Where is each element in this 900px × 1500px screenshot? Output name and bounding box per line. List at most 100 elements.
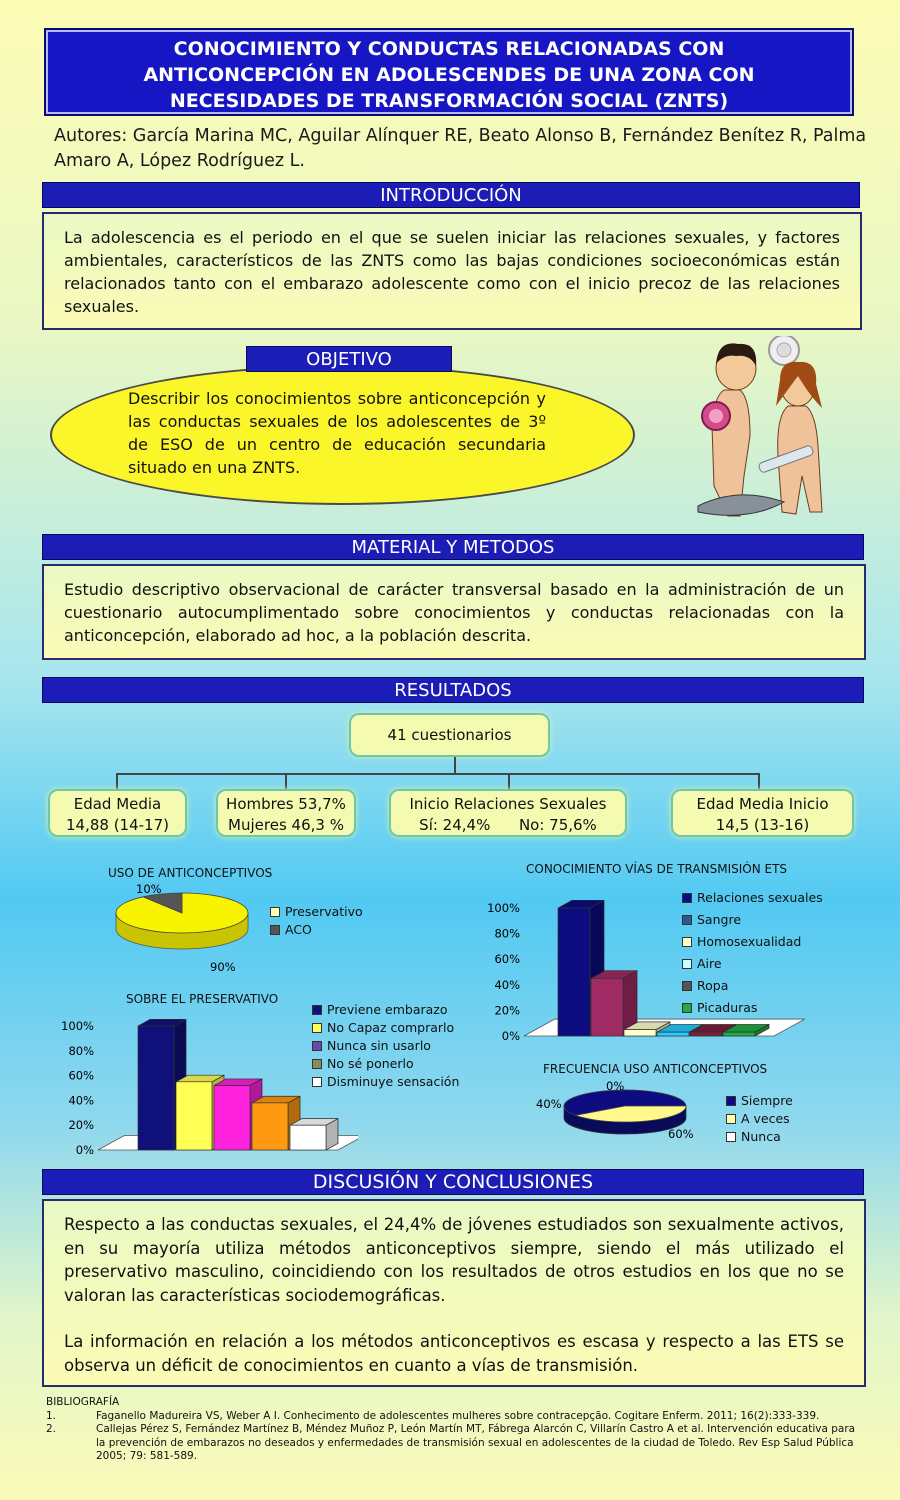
chart-frecuencia-title: FRECUENCIA USO ANTICONCEPTIVOS: [543, 1062, 768, 1076]
legend-relaciones: Relaciones sexuales: [682, 887, 823, 909]
methods-text: Estudio descriptivo observacional de car…: [42, 564, 866, 660]
questionnaires-box: 41 cuestionarios: [349, 713, 550, 757]
result-box-4-line-2: 14,5 (13-16): [715, 816, 810, 834]
connector-vertical: [454, 757, 456, 774]
result-box-sexo: Hombres 53,7% Mujeres 46,3 %: [216, 789, 356, 837]
y-tick-label: 0%: [76, 1143, 94, 1157]
y-tick-label: 80%: [494, 927, 520, 941]
legend-swatch: [270, 907, 280, 917]
title-line-2: ANTICONCEPCIÓN EN ADOLESCENDES DE UNA ZO…: [143, 64, 755, 86]
pie-slice-siempre: [563, 1089, 687, 1116]
legend-swatch: [682, 959, 692, 969]
bar-previene-embarazo: [137, 1018, 187, 1151]
legend-sangre: Sangre: [682, 909, 823, 931]
legend-label: Sangre: [697, 912, 742, 927]
y-tick-label: 60%: [494, 952, 520, 966]
couple-illustration: [697, 336, 823, 517]
pie-freq-label-aveces: 40%: [536, 1097, 562, 1111]
legend-siempre: Siempre: [726, 1092, 793, 1110]
intro-heading: INTRODUCCIÓN: [42, 182, 860, 208]
legend-label: Aire: [697, 956, 722, 971]
y-tick-label: 80%: [68, 1044, 94, 1058]
legend-swatch: [312, 1041, 322, 1051]
legend-swatch: [682, 981, 692, 991]
pie-uso-label-aco: 10%: [136, 882, 162, 896]
legend-preservativo: Preservativo: [270, 903, 363, 921]
legend-aco: ACO: [270, 921, 363, 939]
legend-nunca-sin: Nunca sin usarlo: [312, 1037, 459, 1055]
methods-heading: MATERIAL Y METODOS: [42, 534, 864, 560]
bar-picaduras: [722, 1023, 770, 1037]
questionnaires-label: 41 cuestionarios: [387, 726, 512, 744]
connector-horizontal: [116, 773, 758, 775]
legend-swatch: [682, 893, 692, 903]
pie-frecuencia-slices: [563, 1089, 687, 1123]
title-line-3: NECESIDADES DE TRANSFORMACIÓN SOCIAL (ZN…: [169, 90, 729, 112]
result-box-3-line-2: Sí: 24,4% No: 75,6%: [419, 816, 597, 834]
discussion-heading: DISCUSIÓN Y CONCLUSIONES: [42, 1169, 864, 1195]
pie-freq-label-siempre: 60%: [668, 1127, 694, 1141]
discussion-paragraph-1: Respecto a las conductas sexuales, el 24…: [64, 1215, 844, 1305]
intro-text: La adolescencia es el periodo en el que …: [42, 212, 862, 330]
legend-label: Picaduras: [697, 1000, 758, 1015]
y-tick-label: 100%: [487, 901, 520, 915]
legend-nunca: Nunca: [726, 1128, 793, 1146]
legend-label: No Capaz comprarlo: [327, 1020, 455, 1035]
legend-label: Nunca: [741, 1129, 781, 1144]
chart-frecuencia-pie: 0% 40% 60%: [536, 1079, 694, 1141]
legend-label: ACO: [285, 922, 312, 937]
y-tick-label: 20%: [68, 1118, 94, 1132]
legend-homosexualidad: Homosexualidad: [682, 931, 823, 953]
connector-1: [116, 773, 118, 789]
connector-2: [285, 773, 287, 789]
bibliography: BIBLIOGRAFÍA 1. Faganello Madureira VS, …: [46, 1396, 866, 1464]
chart-ets-title: CONOCIMIENTO VÍAS DE TRANSMISIÓN ETS: [526, 862, 788, 876]
bibliography-text: Callejas Pérez S, Fernández Martínez B, …: [96, 1423, 856, 1462]
legend-swatch: [682, 937, 692, 947]
legend-no-se: No sé ponerlo: [312, 1055, 459, 1073]
pie-slice-aco: [141, 892, 183, 914]
legend-disminuye: Disminuye sensación: [312, 1073, 459, 1091]
y-tick-label: 20%: [494, 1003, 520, 1017]
legend-no-capaz: No Capaz comprarlo: [312, 1019, 459, 1037]
bibliography-heading: BIBLIOGRAFÍA: [46, 1396, 120, 1408]
result-box-1-line-1: Edad Media: [73, 795, 162, 813]
bar-disminuye-sensaci-n: [289, 1118, 339, 1151]
bibliography-number: 1.: [46, 1409, 57, 1422]
chart-preservativo-bars: 100% 80% 60% 40% 20% 0%: [61, 1018, 358, 1157]
legend-label: Previene embarazo: [327, 1002, 448, 1017]
connector-4: [758, 773, 760, 789]
legend-picaduras: Picaduras: [682, 997, 823, 1019]
chart-frecuencia-legend: Siempre A veces Nunca: [726, 1092, 793, 1146]
y-tick-label: 40%: [68, 1093, 94, 1107]
bibliography-number: 2.: [46, 1423, 57, 1435]
pie-uso-label-preservativo: 90%: [210, 960, 236, 974]
legend-label: A veces: [741, 1111, 790, 1126]
legend-swatch: [682, 1003, 692, 1013]
y-tick-label: 60%: [68, 1069, 94, 1083]
y-tick-label: 40%: [494, 978, 520, 992]
legend-swatch: [312, 1005, 322, 1015]
legend-swatch: [726, 1114, 736, 1124]
legend-swatch: [312, 1059, 322, 1069]
chart-preservativo-legend: Previene embarazo No Capaz comprarlo Nun…: [312, 1001, 459, 1091]
chart-ets-legend: Relaciones sexuales Sangre Homosexualida…: [682, 887, 823, 1019]
legend-label: Nunca sin usarlo: [327, 1038, 431, 1053]
legend-previene: Previene embarazo: [312, 1001, 459, 1019]
chart-uso-pie: 10% 90%: [115, 882, 249, 974]
legend-swatch: [312, 1077, 322, 1087]
poster-title: CONOCIMIENTO Y CONDUCTAS RELACIONADAS CO…: [44, 28, 854, 116]
chart-preservativo-title: SOBRE EL PRESERVATIVO: [126, 992, 279, 1006]
authors: Autores: García Marina MC, Aguilar Alínq…: [54, 126, 867, 171]
legend-label: Preservativo: [285, 904, 363, 919]
legend-swatch: [726, 1132, 736, 1142]
results-heading: RESULTADOS: [42, 677, 864, 703]
legend-swatch: [312, 1023, 322, 1033]
legend-label: Relaciones sexuales: [697, 890, 823, 905]
legend-ropa: Ropa: [682, 975, 823, 997]
legend-label: Homosexualidad: [697, 934, 802, 949]
result-box-inicio: Inicio Relaciones Sexuales Sí: 24,4% No:…: [389, 789, 627, 837]
bibliography-text: Faganello Madureira VS, Weber A I. Conhe…: [96, 1409, 820, 1422]
objective-text: Describir los conocimientos sobre antico…: [128, 389, 546, 477]
legend-swatch: [270, 925, 280, 935]
